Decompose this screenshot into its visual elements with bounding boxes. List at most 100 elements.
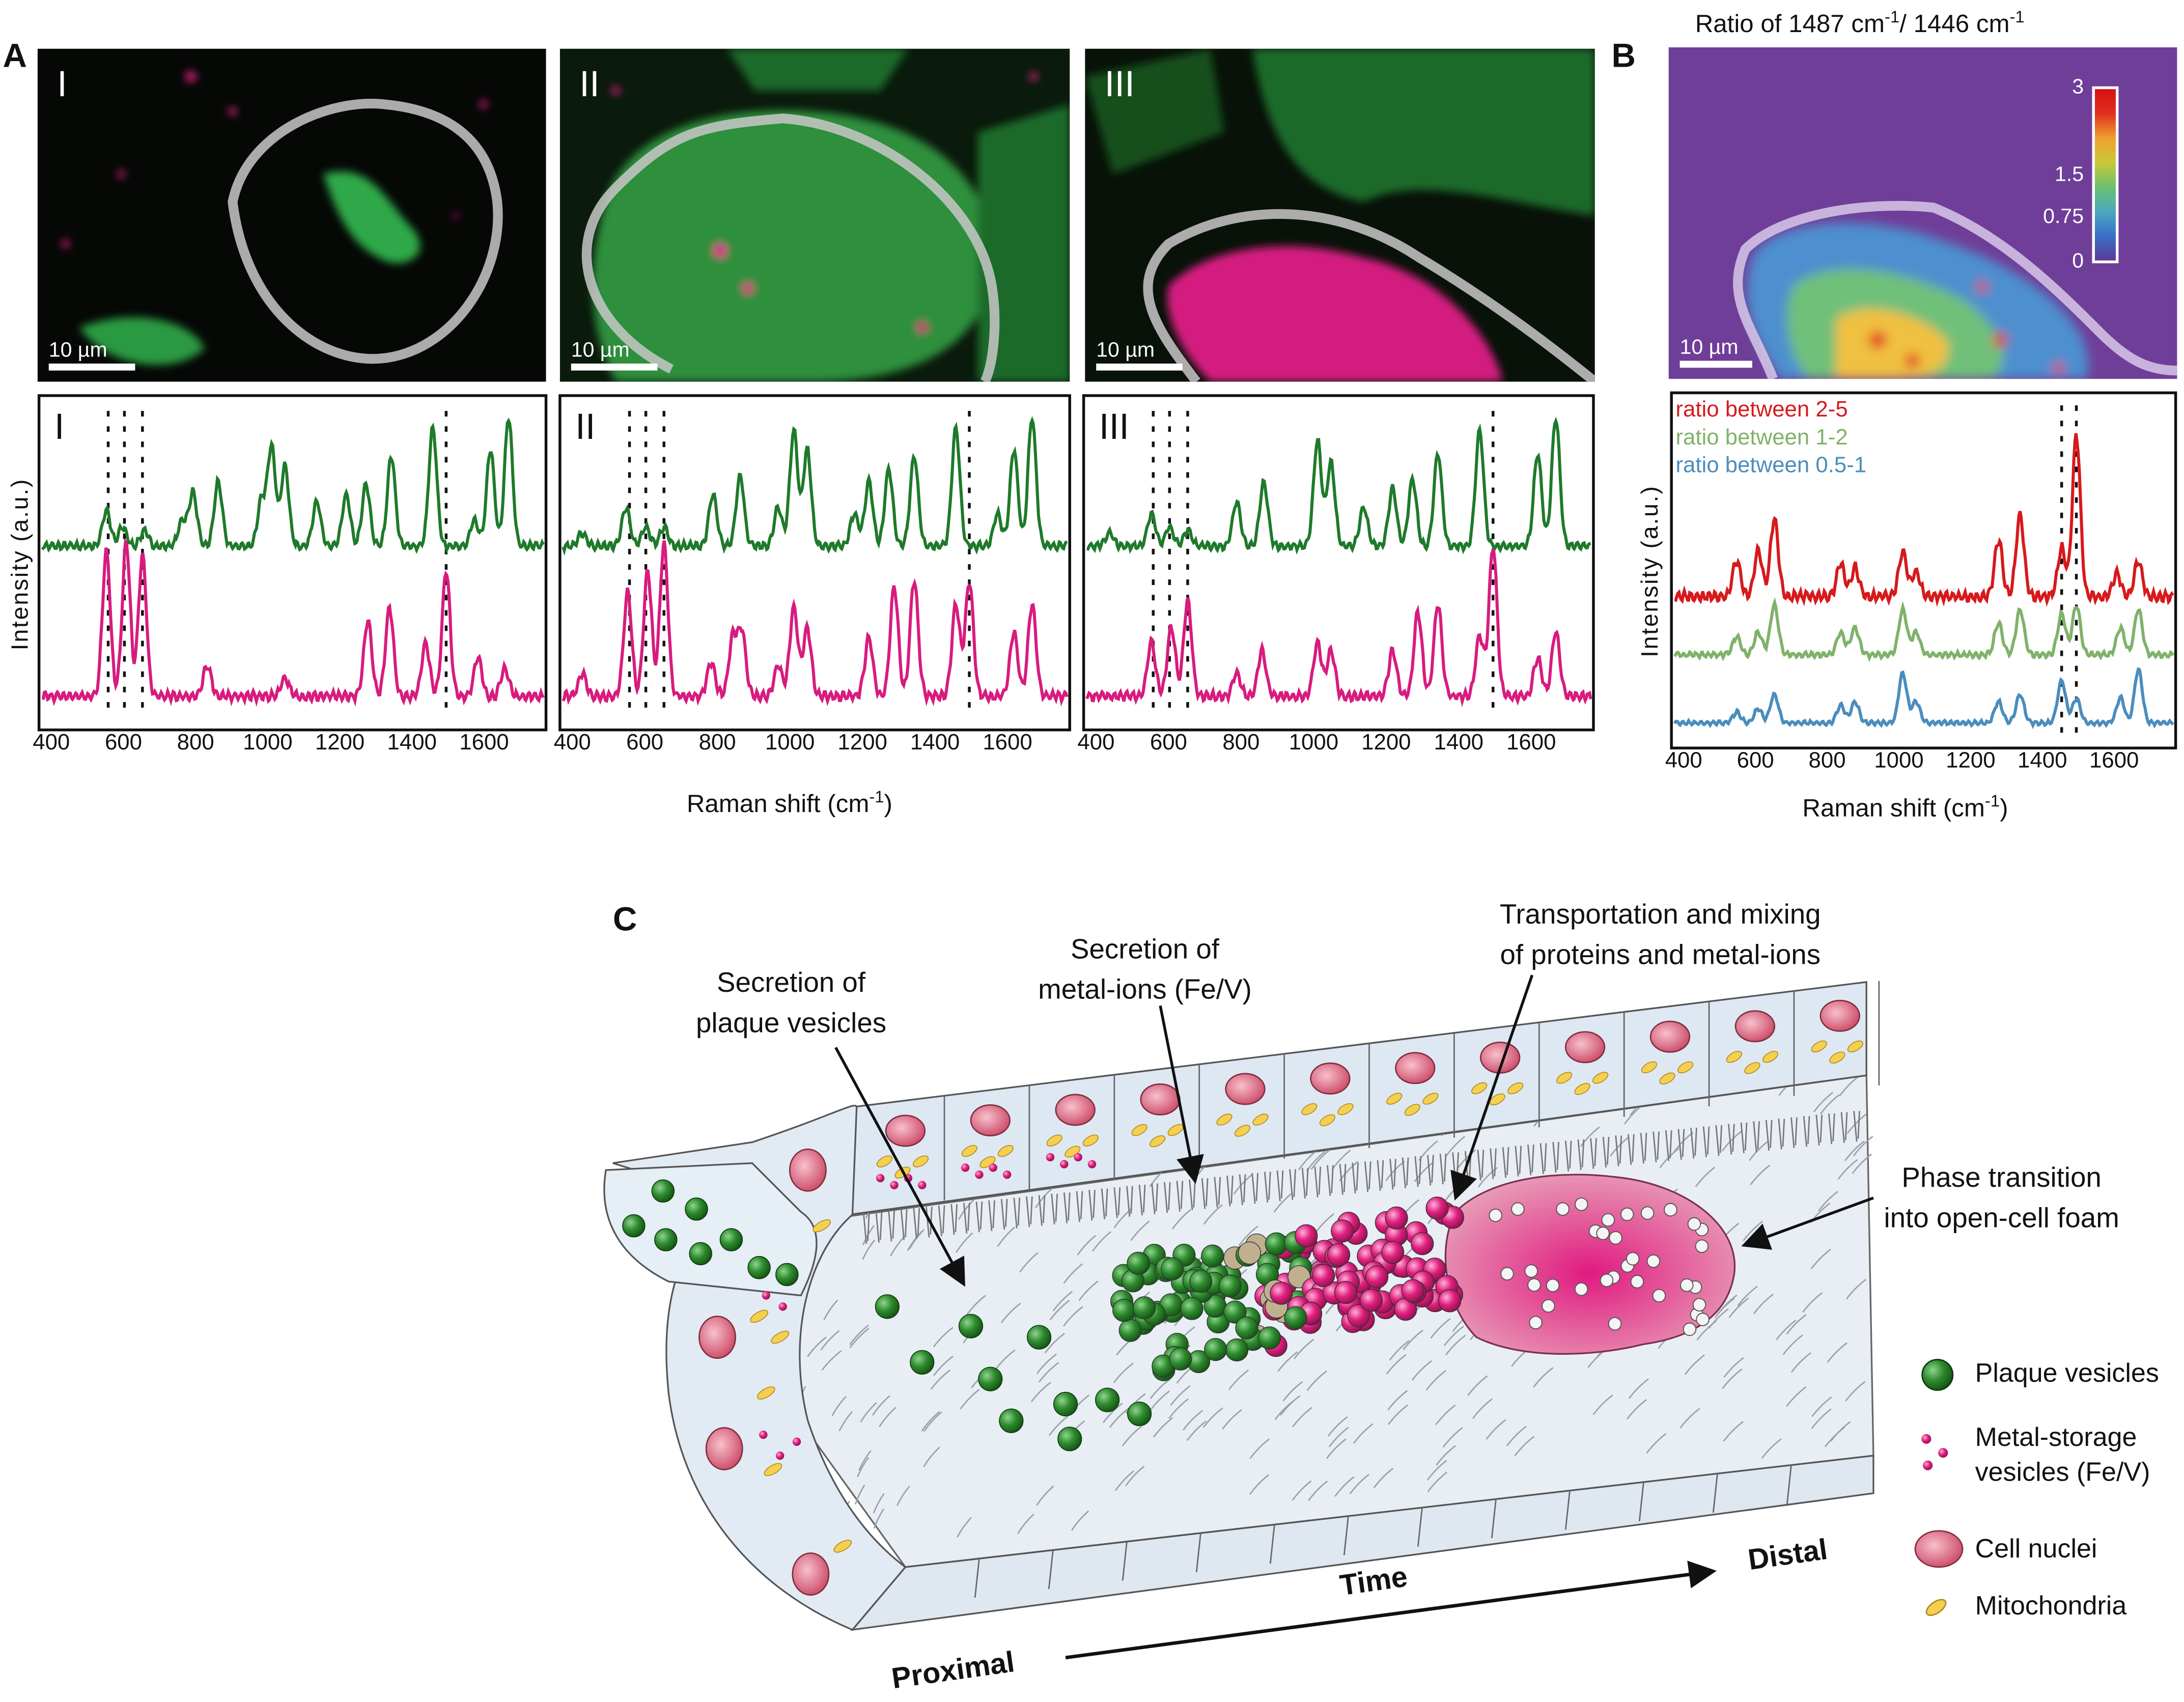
legend-entry-1-2: ratio between 1-2 — [1675, 426, 1848, 450]
metal-vesicle — [890, 1181, 899, 1189]
x-tick-label: 1200 — [315, 731, 365, 755]
mitochondrion — [1659, 1072, 1675, 1085]
cell-nucleus — [1734, 1010, 1776, 1043]
microvilli — [1815, 1114, 1823, 1146]
mitochondrion — [1234, 1125, 1251, 1137]
x-tick-label: 800 — [1222, 731, 1260, 755]
scale-bar-label: 10 µm — [1679, 336, 1739, 359]
microvilli — [1063, 1192, 1071, 1223]
mitochondrion — [750, 1309, 769, 1323]
microvilli — [1753, 1121, 1760, 1152]
x-tick-label: 400 — [553, 731, 591, 755]
foam-pore — [1529, 1316, 1543, 1330]
x-tick-label: 600 — [1737, 749, 1774, 773]
colorbar-tick: 0.75 — [2043, 205, 2084, 229]
green-signal — [323, 171, 421, 263]
mitochondrion — [1046, 1134, 1062, 1147]
x-tick-label: 400 — [1077, 731, 1115, 755]
spectrum-line-green — [1086, 416, 1591, 555]
mitochondrion — [1216, 1113, 1233, 1126]
metal-vesicle — [778, 1302, 787, 1311]
microvilli — [1013, 1197, 1021, 1229]
x-tick-label: 1600 — [2089, 749, 2139, 773]
mitochondrion — [1301, 1103, 1318, 1115]
microvilli — [963, 1203, 970, 1234]
foam-pore — [1692, 1298, 1706, 1312]
foam-pore — [1524, 1264, 1538, 1278]
mitochondrion — [1082, 1134, 1099, 1147]
foam-pore — [1596, 1226, 1610, 1240]
plaque-vesicle — [775, 1263, 799, 1287]
mitochondrion — [757, 1386, 775, 1400]
title-part: / 1446 cm — [1899, 10, 2010, 38]
x-tick-label: 600 — [104, 731, 143, 755]
microvilli — [1803, 1116, 1810, 1147]
microvilli — [1840, 1112, 1848, 1143]
spectrum-line-green — [41, 417, 545, 554]
wall-segment — [1491, 1499, 1497, 1539]
microvilli — [1000, 1198, 1008, 1230]
plaque-vesicle — [1026, 1325, 1052, 1350]
cell-nucleus — [1395, 1052, 1436, 1084]
spectrum-line-ratio-between-1-2 — [1673, 597, 2174, 662]
microvilli — [1076, 1191, 1083, 1222]
x-axis-label-sup: -1 — [1984, 791, 2000, 811]
metal-vesicle — [1360, 1289, 1383, 1312]
microvilli — [913, 1208, 920, 1239]
microvilli — [1364, 1161, 1371, 1192]
cell-nucleus — [1310, 1062, 1351, 1095]
mitochondrion — [997, 1145, 1014, 1157]
scale-bar: 10 µm — [571, 339, 658, 371]
microvilli — [1552, 1141, 1559, 1173]
cell-outline — [581, 113, 1000, 382]
microvilli — [1702, 1126, 1710, 1157]
microvilli — [1226, 1176, 1234, 1207]
metal-vesicle — [1385, 1206, 1408, 1230]
mitochondrion — [833, 1540, 852, 1553]
microvilli — [1301, 1167, 1309, 1199]
microvilli — [1564, 1140, 1572, 1171]
time-arrow — [1065, 1560, 1717, 1660]
metal-vesicle — [1425, 1196, 1449, 1220]
legend: ratio between 2-5 ratio between 1-2 rati… — [1675, 397, 1866, 481]
legend-mitochondria-icon — [1925, 1599, 1947, 1616]
plaque-vesicle — [685, 1197, 708, 1221]
x-tick-label: 600 — [626, 731, 664, 755]
spectrum-chart-ii: II — [558, 394, 1071, 732]
x-axis-label-close: ) — [884, 790, 892, 818]
microvilli — [1853, 1110, 1860, 1142]
microvilli — [1728, 1124, 1735, 1155]
legend-metal-storage: Metal-storage vesicles (Fe/V) — [1975, 1421, 2150, 1491]
callout-line: of proteins and metal-ions — [1500, 940, 1821, 971]
microvilli — [1051, 1193, 1058, 1225]
plaque-vesicle — [1057, 1427, 1082, 1452]
microvilli — [1640, 1133, 1647, 1164]
mitochondrion — [1641, 1061, 1658, 1074]
scale-bar: 10 µm — [1096, 339, 1183, 371]
metal-vesicle — [975, 1170, 984, 1179]
panel-label-a: A — [3, 37, 27, 75]
metal-vesicle — [1074, 1153, 1082, 1162]
plaque-vesicle — [910, 1350, 935, 1375]
callout-line: into open-cell foam — [1884, 1203, 2119, 1235]
legend-plaque-vesicle-icon — [1921, 1358, 1954, 1391]
scale-bar-label: 10 µm — [1096, 338, 1155, 362]
x-tick-label: 1400 — [910, 731, 960, 755]
foam-pore — [1646, 1254, 1661, 1268]
mitochondrion — [1592, 1072, 1609, 1084]
microvilli — [1113, 1187, 1121, 1218]
microvilli — [1502, 1147, 1509, 1178]
microvilli — [1477, 1150, 1485, 1181]
microvilli — [1665, 1130, 1672, 1161]
mitochondrion — [813, 1219, 831, 1233]
microvilli — [1251, 1173, 1258, 1204]
mitochondrion — [1744, 1062, 1760, 1074]
foam-pore — [1608, 1317, 1622, 1331]
scale-bar-label: 10 µm — [48, 338, 107, 362]
mitochondrion — [876, 1155, 892, 1167]
plaque-vesicle — [1169, 1347, 1192, 1371]
mitochondrion — [912, 1155, 929, 1167]
x-tick-label: 1600 — [1506, 731, 1556, 755]
legend-metal-vesicle-icon — [1921, 1434, 1948, 1470]
